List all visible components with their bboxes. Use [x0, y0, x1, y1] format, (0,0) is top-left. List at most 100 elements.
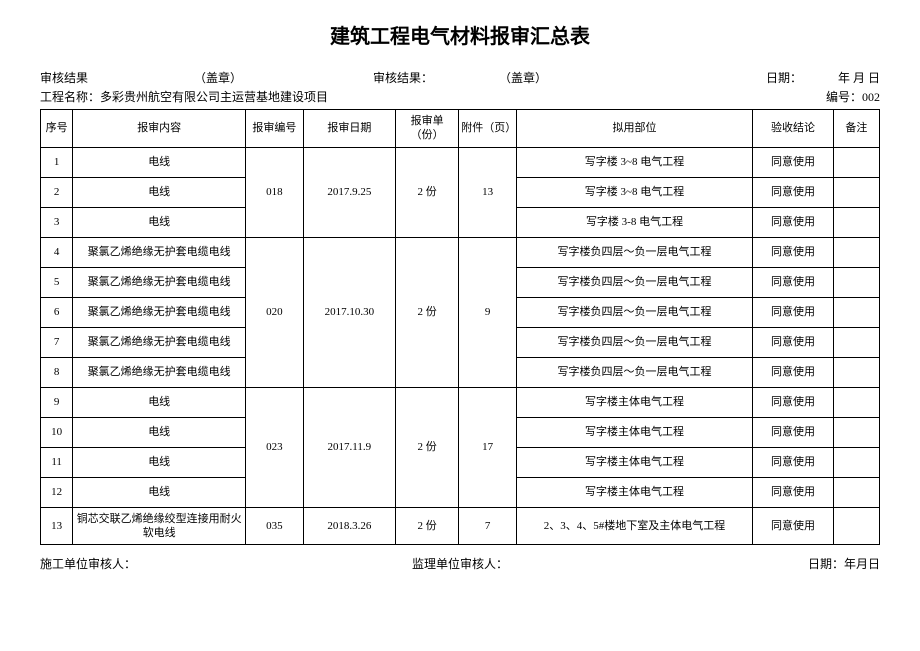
cell-remark [833, 327, 879, 357]
cell-content: 电线 [73, 177, 246, 207]
page-title: 建筑工程电气材料报审汇总表 [40, 20, 880, 49]
footer-date: 日期：年月日 [600, 555, 880, 572]
summary-table: 序号 报审内容 报审编号 报审日期 报审单（份） 附件（页） 拟用部位 验收结论… [40, 109, 880, 545]
cell-attach: 7 [459, 507, 517, 545]
cell-num: 018 [246, 147, 304, 237]
table-row: 9电线0232017.11.92 份17写字楼主体电气工程同意使用 [41, 387, 880, 417]
cell-result: 同意使用 [753, 447, 834, 477]
cell-content: 电线 [73, 417, 246, 447]
cell-date: 2017.9.25 [303, 147, 395, 237]
cell-pos: 写字楼 3~8 电气工程 [516, 177, 752, 207]
cell-attach: 17 [459, 387, 517, 507]
cell-pos: 写字楼主体电气工程 [516, 477, 752, 507]
cell-num: 023 [246, 387, 304, 507]
cell-remark [833, 297, 879, 327]
serial-value: 002 [862, 90, 880, 104]
cell-date: 2018.3.26 [303, 507, 395, 545]
th-attach: 附件（页） [459, 110, 517, 148]
cell-remark [833, 177, 879, 207]
supervision-reviewer: 监理单位审核人： [320, 555, 600, 572]
cell-seq: 7 [41, 327, 73, 357]
cell-pos: 写字楼主体电气工程 [516, 417, 752, 447]
cell-copies: 2 份 [395, 507, 458, 545]
footer-row: 施工单位审核人： 监理单位审核人： 日期：年月日 [40, 555, 880, 572]
cell-remark [833, 357, 879, 387]
cell-result: 同意使用 [753, 237, 834, 267]
cell-pos: 写字楼 3-8 电气工程 [516, 207, 752, 237]
cell-remark [833, 507, 879, 545]
cell-remark [833, 147, 879, 177]
cell-content: 聚氯乙烯绝缘无护套电缆电线 [73, 357, 246, 387]
cell-result: 同意使用 [753, 147, 834, 177]
seal-label-1: （盖章） [194, 71, 242, 85]
cell-seq: 13 [41, 507, 73, 545]
cell-copies: 2 份 [395, 237, 458, 387]
cell-seq: 10 [41, 417, 73, 447]
cell-pos: 写字楼负四层～负一层电气工程 [516, 327, 752, 357]
cell-result: 同意使用 [753, 417, 834, 447]
th-num: 报审编号 [246, 110, 304, 148]
th-pos: 拟用部位 [516, 110, 752, 148]
cell-remark [833, 417, 879, 447]
date-value: 年 月 日 [838, 71, 880, 85]
table-row: 1电线0182017.9.252 份13写字楼 3~8 电气工程同意使用 [41, 147, 880, 177]
cell-remark [833, 387, 879, 417]
cell-content: 聚氯乙烯绝缘无护套电缆电线 [73, 297, 246, 327]
cell-seq: 5 [41, 267, 73, 297]
cell-attach: 13 [459, 147, 517, 237]
th-date: 报审日期 [303, 110, 395, 148]
cell-remark [833, 237, 879, 267]
cell-content: 聚氯乙烯绝缘无护套电缆电线 [73, 267, 246, 297]
th-result: 验收结论 [753, 110, 834, 148]
cell-pos: 写字楼主体电气工程 [516, 387, 752, 417]
cell-result: 同意使用 [753, 477, 834, 507]
th-remark: 备注 [833, 110, 879, 148]
cell-seq: 2 [41, 177, 73, 207]
cell-result: 同意使用 [753, 207, 834, 237]
cell-result: 同意使用 [753, 267, 834, 297]
cell-num: 035 [246, 507, 304, 545]
cell-content: 电线 [73, 387, 246, 417]
cell-copies: 2 份 [395, 387, 458, 507]
cell-remark [833, 447, 879, 477]
cell-seq: 9 [41, 387, 73, 417]
date-label: 日期： [766, 71, 802, 85]
cell-copies: 2 份 [395, 147, 458, 237]
cell-pos: 写字楼负四层～负一层电气工程 [516, 297, 752, 327]
cell-result: 同意使用 [753, 357, 834, 387]
project-label: 工程名称： [40, 90, 100, 104]
cell-seq: 11 [41, 447, 73, 477]
cell-content: 铜芯交联乙烯绝缘绞型连接用耐火软电线 [73, 507, 246, 545]
cell-seq: 3 [41, 207, 73, 237]
cell-date: 2017.11.9 [303, 387, 395, 507]
table-header-row: 序号 报审内容 报审编号 报审日期 报审单（份） 附件（页） 拟用部位 验收结论… [41, 110, 880, 148]
th-copies: 报审单（份） [395, 110, 458, 148]
cell-result: 同意使用 [753, 297, 834, 327]
cell-remark [833, 207, 879, 237]
cell-content: 电线 [73, 207, 246, 237]
cell-content: 电线 [73, 447, 246, 477]
cell-seq: 4 [41, 237, 73, 267]
table-row: 13铜芯交联乙烯绝缘绞型连接用耐火软电线0352018.3.262 份72、3、… [41, 507, 880, 545]
cell-pos: 写字楼主体电气工程 [516, 447, 752, 477]
review-result-label: 审核结果 [40, 71, 88, 85]
cell-pos: 写字楼负四层～负一层电气工程 [516, 237, 752, 267]
project-name: 多彩贵州航空有限公司主运营基地建设项目 [100, 90, 328, 104]
table-row: 4聚氯乙烯绝缘无护套电缆电线0202017.10.302 份9写字楼负四层～负一… [41, 237, 880, 267]
cell-content: 聚氯乙烯绝缘无护套电缆电线 [73, 237, 246, 267]
cell-content: 电线 [73, 477, 246, 507]
cell-remark [833, 267, 879, 297]
cell-seq: 1 [41, 147, 73, 177]
review-result-label-2: 审核结果： [373, 71, 433, 85]
cell-result: 同意使用 [753, 387, 834, 417]
cell-remark [833, 477, 879, 507]
cell-result: 同意使用 [753, 507, 834, 545]
cell-date: 2017.10.30 [303, 237, 395, 387]
cell-attach: 9 [459, 237, 517, 387]
cell-pos: 2、3、4、5#楼地下室及主体电气工程 [516, 507, 752, 545]
cell-seq: 8 [41, 357, 73, 387]
cell-pos: 写字楼 3~8 电气工程 [516, 147, 752, 177]
cell-result: 同意使用 [753, 177, 834, 207]
cell-content: 聚氯乙烯绝缘无护套电缆电线 [73, 327, 246, 357]
serial-label: 编号： [826, 90, 862, 104]
